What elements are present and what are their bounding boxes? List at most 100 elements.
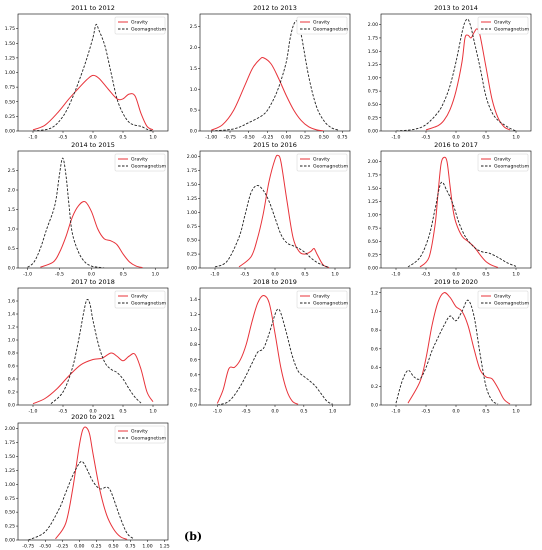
y-tick-label: 0.5 bbox=[8, 246, 15, 252]
y-tick-label: 1.25 bbox=[5, 468, 15, 474]
y-tick-label: 1.25 bbox=[187, 196, 197, 202]
legend-entry: Geomagnetism bbox=[131, 301, 167, 307]
y-tick-label: 0.4 bbox=[190, 372, 197, 378]
chart-panel: 2020 to 2021 -0.75 -0.50 -0.25 0.00 0.25 0.50 0… bbox=[5, 413, 170, 550]
y-tick-label: 1.5 bbox=[190, 66, 197, 72]
y-tick-label: 1.75 bbox=[5, 26, 15, 32]
geomagnetism-series-line bbox=[395, 299, 499, 405]
x-tick-label: -0.5 bbox=[242, 409, 251, 415]
x-tick-label: -1.0 bbox=[213, 409, 222, 415]
y-tick-label: 0.00 bbox=[368, 129, 378, 135]
x-tick-label: 0.5 bbox=[119, 135, 126, 141]
legend-box bbox=[114, 290, 166, 309]
y-tick-label: 0.8 bbox=[371, 328, 378, 334]
legend-entry: Gravity bbox=[131, 294, 148, 300]
panel-title: 2018 to 2019 bbox=[253, 278, 297, 286]
x-tick-label: -1.0 bbox=[392, 135, 401, 141]
geomagnetism-series-line bbox=[395, 18, 517, 131]
x-tick-label: 0.50 bbox=[319, 135, 329, 141]
y-tick-label: 1.25 bbox=[368, 199, 378, 205]
x-tick-label: -0.75 bbox=[224, 135, 236, 141]
y-tick-label: 0.0 bbox=[371, 403, 378, 409]
gravity-series-line bbox=[32, 74, 154, 131]
y-tick-label: 0.00 bbox=[5, 129, 15, 135]
x-tick-label: 0.0 bbox=[452, 272, 459, 278]
y-tick-label: 0.6 bbox=[190, 357, 197, 363]
legend-box bbox=[296, 16, 348, 35]
x-tick-label: 1.0 bbox=[512, 135, 519, 141]
panel-title: 2011 to 2012 bbox=[71, 4, 115, 12]
legend-entry: Gravity bbox=[313, 294, 330, 300]
y-tick-label: 1.75 bbox=[187, 168, 197, 174]
y-tick-label: 2.00 bbox=[368, 22, 378, 28]
y-tick-label: 1.50 bbox=[187, 182, 197, 188]
x-tick-label: 0.0 bbox=[452, 409, 459, 415]
chart-panel: 2012 to 2013 -1.00 -0.75 -0.50 -0.25 0.00 0.25… bbox=[190, 4, 351, 141]
chart-panel: 2019 to 2020 -1.0 -0.5 0.0 0.5 1.0 0.0 0.2 0.4 0.… bbox=[371, 278, 532, 415]
gravity-series-line bbox=[32, 352, 154, 405]
legend-box bbox=[296, 153, 348, 172]
y-tick-label: 1.5 bbox=[8, 207, 15, 213]
y-tick-label: 0.0 bbox=[190, 403, 197, 409]
x-tick-label: 0.5 bbox=[482, 272, 489, 278]
panel-title: 2015 to 2016 bbox=[253, 141, 297, 149]
x-tick-label: -1.0 bbox=[29, 135, 38, 141]
x-tick-label: 0.5 bbox=[119, 409, 126, 415]
y-tick-label: 0.2 bbox=[8, 390, 15, 396]
geomagnetism-series-line bbox=[50, 298, 142, 405]
y-tick-label: 1.50 bbox=[5, 41, 15, 47]
geomagnetism-series-line bbox=[28, 460, 135, 540]
x-tick-label: -1.0 bbox=[29, 409, 38, 415]
x-tick-label: -0.5 bbox=[59, 135, 68, 141]
x-tick-label: 0.0 bbox=[89, 409, 96, 415]
chart-panel: 2015 to 2016 -1.0 -0.5 0.0 0.5 1.0 0.00 0.25 0.5… bbox=[187, 141, 351, 278]
legend-entry: Geomagnetism bbox=[313, 164, 349, 170]
y-tick-label: 1.0 bbox=[8, 338, 15, 344]
legend-entry: Gravity bbox=[131, 157, 148, 163]
y-tick-label: 0.8 bbox=[190, 342, 197, 348]
y-tick-label: 0.0 bbox=[8, 266, 15, 272]
x-tick-label: 0.00 bbox=[74, 544, 84, 550]
gravity-series-line bbox=[216, 295, 299, 405]
y-tick-label: 0.25 bbox=[368, 252, 378, 258]
chart-panel: 2018 to 2019 -1.0 -0.5 0.0 0.5 1.0 0.0 0.2 0.4 0.… bbox=[190, 278, 351, 415]
x-tick-label: -0.5 bbox=[422, 135, 431, 141]
legend-box bbox=[114, 425, 166, 444]
legend-entry: Gravity bbox=[494, 20, 511, 26]
y-tick-label: 2.00 bbox=[187, 154, 197, 160]
y-tick-label: 0.50 bbox=[187, 238, 197, 244]
y-tick-label: 0.75 bbox=[5, 85, 15, 91]
y-tick-label: 1.25 bbox=[368, 62, 378, 68]
x-tick-label: 0.5 bbox=[301, 272, 308, 278]
x-tick-label: 1.0 bbox=[512, 272, 519, 278]
y-tick-label: 1.4 bbox=[190, 297, 197, 303]
y-tick-label: 1.0 bbox=[190, 327, 197, 333]
y-tick-label: 0.2 bbox=[371, 384, 378, 390]
gravity-series-line bbox=[238, 154, 330, 268]
x-tick-label: 0.50 bbox=[108, 544, 118, 550]
chart-panel: 2014 to 2015 -1.0 -0.5 0.0 0.5 1.0 0.0 0.5 1.0 1.… bbox=[8, 141, 169, 278]
y-tick-label: 2.00 bbox=[368, 159, 378, 165]
x-tick-label: 1.00 bbox=[142, 544, 152, 550]
y-tick-label: 0.6 bbox=[371, 346, 378, 352]
legend-entry: Geomagnetism bbox=[131, 436, 167, 442]
legend-entry: Gravity bbox=[494, 157, 511, 163]
y-tick-label: 2.0 bbox=[190, 45, 197, 51]
x-tick-label: -0.5 bbox=[59, 409, 68, 415]
x-tick-label: 0.25 bbox=[91, 544, 101, 550]
y-tick-label: 0.4 bbox=[371, 365, 378, 371]
legend-entry: Geomagnetism bbox=[494, 301, 530, 307]
y-tick-label: 0.25 bbox=[368, 115, 378, 121]
x-tick-label: 0.75 bbox=[125, 544, 135, 550]
y-tick-label: 0.2 bbox=[190, 388, 197, 394]
x-tick-label: -0.50 bbox=[243, 135, 255, 141]
legend-box bbox=[114, 153, 166, 172]
y-tick-label: 0.0 bbox=[8, 403, 15, 409]
geomagnetism-series-line bbox=[214, 185, 330, 268]
x-tick-label: -0.25 bbox=[262, 135, 274, 141]
